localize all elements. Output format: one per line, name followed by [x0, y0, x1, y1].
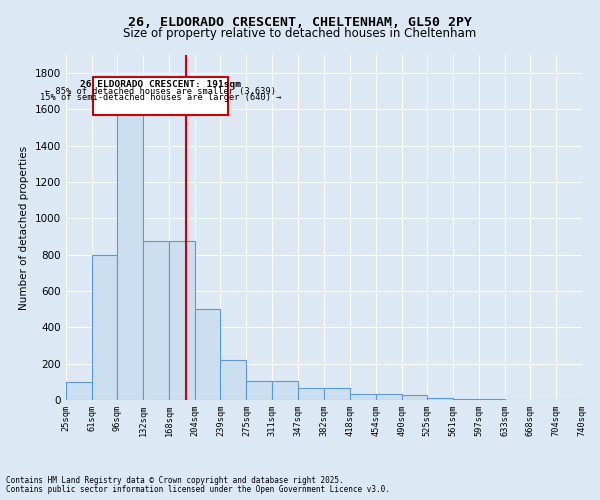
Text: Contains public sector information licensed under the Open Government Licence v3: Contains public sector information licen…	[6, 485, 390, 494]
Text: 26, ELDORADO CRESCENT, CHELTENHAM, GL50 2PY: 26, ELDORADO CRESCENT, CHELTENHAM, GL50 …	[128, 16, 472, 29]
Bar	[92, 254, 117, 400]
Bar	[323, 388, 350, 400]
Bar	[195, 309, 220, 400]
Text: 15% of semi-detached houses are larger (640) →: 15% of semi-detached houses are larger (…	[40, 93, 281, 102]
Bar	[298, 388, 323, 400]
Bar	[169, 241, 195, 400]
FancyBboxPatch shape	[93, 77, 229, 115]
Bar	[376, 394, 401, 400]
Y-axis label: Number of detached properties: Number of detached properties	[19, 146, 29, 310]
Text: Contains HM Land Registry data © Crown copyright and database right 2025.: Contains HM Land Registry data © Crown c…	[6, 476, 344, 485]
Text: Size of property relative to detached houses in Cheltenham: Size of property relative to detached ho…	[124, 28, 476, 40]
Text: ← 85% of detached houses are smaller (3,639): ← 85% of detached houses are smaller (3,…	[45, 87, 276, 96]
Bar	[220, 360, 247, 400]
Bar	[66, 382, 92, 400]
Bar	[272, 381, 298, 400]
Bar	[117, 92, 143, 400]
Bar	[401, 396, 427, 400]
Bar	[247, 381, 272, 400]
Bar	[350, 394, 376, 400]
Bar	[143, 241, 169, 400]
Bar	[427, 398, 453, 400]
Text: 26 ELDORADO CRESCENT: 191sqm: 26 ELDORADO CRESCENT: 191sqm	[80, 80, 241, 88]
Bar	[453, 399, 479, 400]
